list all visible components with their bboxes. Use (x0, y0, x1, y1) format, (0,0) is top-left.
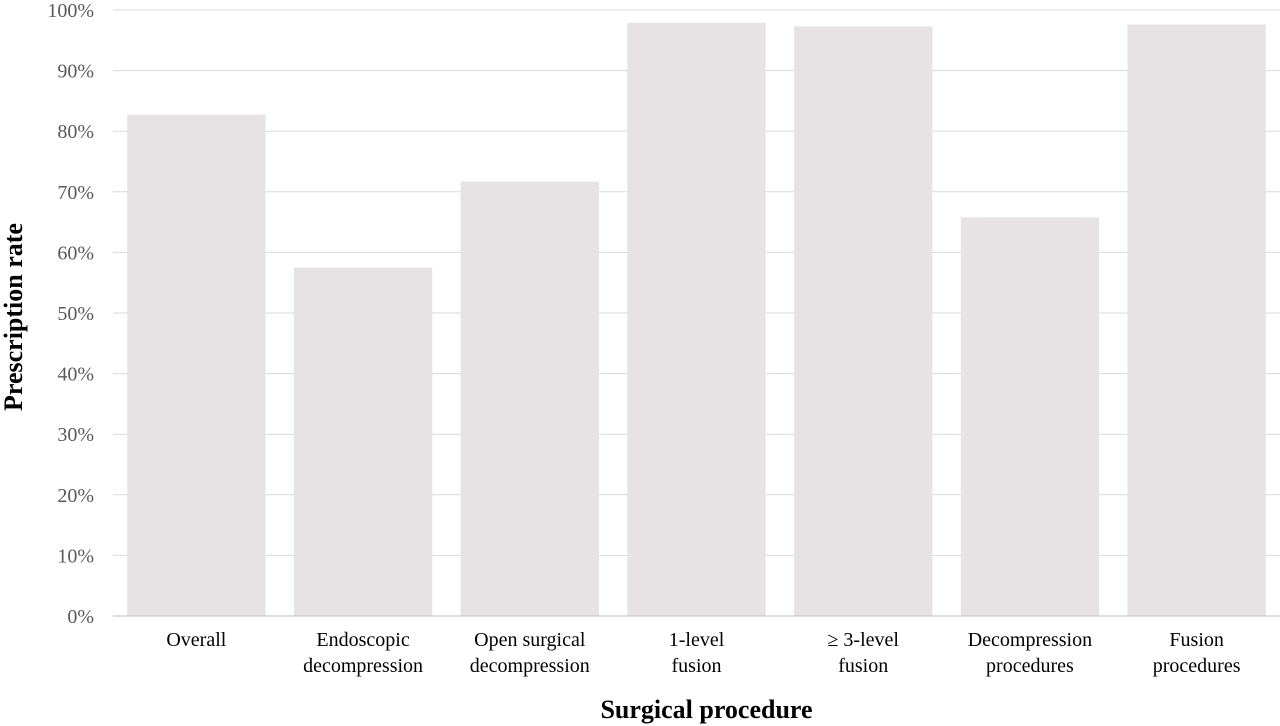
bars (127, 22, 1266, 617)
bar (794, 26, 933, 616)
x-category-label: ≥ 3-level fusion (827, 629, 899, 677)
x-axis-categories: Overall Endoscopic decompression Open surgi… (166, 629, 1240, 677)
y-axis-title: Prescription rate (0, 223, 28, 411)
y-tick-label: 0% (67, 606, 94, 628)
y-tick-label: 50% (57, 303, 94, 325)
y-tick-label: 80% (57, 121, 94, 143)
y-axis-ticks: 0% 10% 20% 30% 40% 50% 60% 70% 80% 90% 100% (47, 0, 94, 628)
bar (460, 181, 599, 617)
bar (1127, 24, 1266, 616)
y-tick-label: 60% (57, 242, 94, 264)
x-category-label: 1-level fusion (669, 629, 725, 677)
y-tick-label: 100% (47, 0, 94, 22)
x-category-label: Endoscopic decompression (303, 629, 423, 677)
bar (960, 217, 1100, 616)
y-tick-label: 70% (57, 182, 94, 204)
x-category-label: Fusion procedures (1153, 629, 1241, 677)
x-axis-title: Surgical procedure (600, 695, 812, 724)
y-tick-label: 20% (57, 485, 94, 507)
y-tick-label: 90% (57, 61, 94, 83)
bar (127, 114, 266, 616)
y-tick-label: 30% (57, 424, 94, 446)
y-tick-label: 40% (57, 364, 94, 386)
x-category-label: Overall (166, 629, 226, 651)
x-category-label: Open surgical decompression (470, 629, 590, 677)
bar (293, 267, 433, 616)
y-tick-label: 10% (57, 545, 94, 567)
bar (627, 22, 766, 616)
x-category-label: Decompression procedures (968, 629, 1092, 677)
